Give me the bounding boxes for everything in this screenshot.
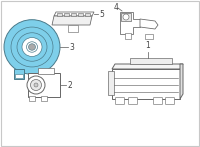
Circle shape: [31, 80, 42, 91]
Text: 3: 3: [69, 42, 74, 51]
FancyBboxPatch shape: [166, 97, 174, 105]
Ellipse shape: [29, 44, 36, 50]
FancyBboxPatch shape: [28, 73, 60, 97]
Ellipse shape: [4, 20, 60, 74]
FancyBboxPatch shape: [128, 97, 138, 105]
FancyBboxPatch shape: [38, 68, 54, 74]
Circle shape: [27, 76, 45, 94]
FancyBboxPatch shape: [41, 96, 47, 101]
Ellipse shape: [27, 42, 38, 52]
FancyBboxPatch shape: [29, 96, 35, 101]
FancyBboxPatch shape: [108, 71, 114, 95]
FancyBboxPatch shape: [71, 12, 76, 15]
FancyBboxPatch shape: [78, 12, 83, 15]
Ellipse shape: [22, 37, 42, 56]
FancyBboxPatch shape: [57, 12, 62, 15]
Polygon shape: [52, 16, 92, 25]
Polygon shape: [120, 12, 140, 34]
FancyBboxPatch shape: [154, 97, 162, 105]
Circle shape: [123, 14, 129, 20]
FancyBboxPatch shape: [15, 74, 23, 78]
Text: 5: 5: [99, 10, 104, 19]
Polygon shape: [112, 69, 180, 99]
FancyBboxPatch shape: [145, 34, 153, 39]
Ellipse shape: [17, 33, 47, 61]
Polygon shape: [54, 12, 94, 16]
Polygon shape: [140, 19, 158, 29]
FancyBboxPatch shape: [116, 97, 124, 105]
FancyBboxPatch shape: [85, 12, 90, 15]
Polygon shape: [112, 64, 183, 69]
Polygon shape: [14, 69, 24, 79]
Text: 1: 1: [146, 41, 150, 50]
FancyBboxPatch shape: [68, 25, 78, 32]
Text: 2: 2: [67, 81, 72, 90]
Text: 4: 4: [114, 2, 118, 11]
FancyBboxPatch shape: [125, 33, 131, 39]
Polygon shape: [180, 64, 183, 99]
Ellipse shape: [11, 27, 53, 67]
FancyBboxPatch shape: [64, 12, 69, 15]
FancyBboxPatch shape: [130, 58, 172, 64]
Circle shape: [34, 83, 38, 87]
FancyBboxPatch shape: [121, 13, 131, 21]
